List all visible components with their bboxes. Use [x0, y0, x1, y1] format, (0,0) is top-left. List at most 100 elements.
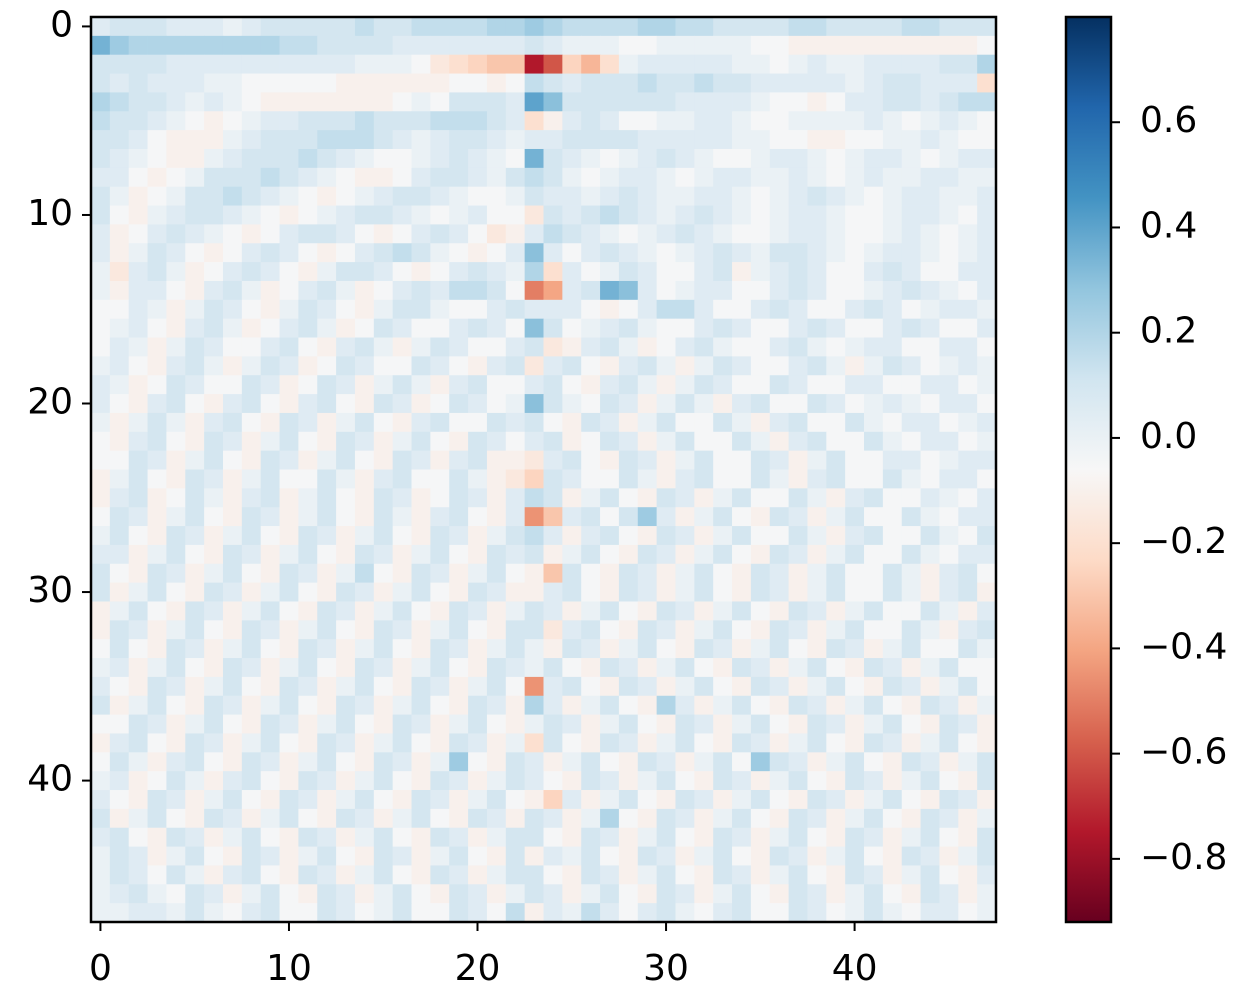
heatmap-cell — [543, 54, 563, 74]
heatmap-cell — [354, 186, 375, 206]
heatmap-cell — [109, 827, 130, 847]
heatmap-cell — [600, 318, 620, 338]
heatmap-cell — [373, 17, 394, 37]
heatmap-cell — [807, 262, 827, 282]
heatmap-cell — [713, 488, 733, 508]
heatmap-cell — [920, 733, 940, 753]
heatmap-cell — [882, 808, 903, 829]
heatmap-cell — [694, 488, 714, 508]
heatmap-cell — [468, 17, 488, 37]
heatmap-cell — [91, 808, 111, 829]
heatmap-cell — [750, 111, 771, 131]
heatmap-cell — [468, 714, 488, 734]
heatmap-cell — [562, 526, 582, 546]
heatmap-cell — [958, 431, 978, 452]
heatmap-cell — [222, 148, 243, 169]
heatmap-cell — [354, 846, 375, 866]
heatmap-cell — [656, 676, 676, 697]
heatmap-cell — [637, 714, 658, 734]
heatmap-cell — [411, 695, 431, 716]
heatmap-cell — [354, 262, 375, 282]
heatmap-cell — [166, 412, 186, 433]
heatmap-cell — [185, 111, 205, 131]
heatmap-cell — [166, 450, 186, 470]
heatmap-cell — [505, 620, 526, 640]
heatmap-cell — [468, 488, 488, 508]
heatmap-cell — [505, 130, 526, 150]
heatmap-cell — [109, 205, 130, 225]
heatmap-cell — [864, 205, 884, 225]
heatmap-cell — [732, 601, 752, 621]
heatmap-cell — [430, 35, 450, 56]
heatmap-cell — [298, 224, 318, 244]
x-tick-label: 30 — [643, 948, 689, 989]
heatmap-cell — [166, 167, 186, 188]
heatmap-cell — [543, 450, 563, 470]
heatmap-cell — [618, 846, 639, 866]
heatmap-cell — [600, 167, 620, 188]
heatmap-cell — [562, 771, 582, 791]
heatmap-cell — [241, 488, 262, 508]
heatmap-cell — [788, 582, 808, 602]
heatmap-cell — [807, 865, 827, 885]
heatmap-cell — [524, 148, 544, 169]
heatmap-cell — [91, 299, 111, 320]
heatmap-cell — [600, 846, 620, 866]
heatmap-cell — [279, 469, 299, 489]
heatmap-cell — [91, 17, 111, 37]
heatmap-cell — [91, 884, 111, 904]
heatmap-cell — [864, 771, 884, 791]
heatmap-cell — [864, 148, 884, 169]
heatmap-cell — [958, 375, 978, 395]
heatmap-cell — [600, 356, 620, 376]
heatmap-cell — [750, 337, 771, 357]
heatmap-cell — [166, 299, 186, 320]
heatmap-cell — [618, 356, 639, 376]
heatmap-cell — [147, 35, 167, 56]
heatmap-cell — [939, 73, 959, 93]
heatmap-cell — [807, 450, 827, 470]
heatmap-cell — [732, 827, 752, 847]
heatmap-cell — [694, 507, 714, 527]
heatmap-cell — [958, 658, 978, 678]
heatmap-cell — [317, 224, 337, 244]
heatmap-cell — [411, 205, 431, 225]
heatmap-cell — [524, 714, 544, 734]
heatmap-cell — [581, 827, 601, 847]
heatmap-cell — [317, 299, 337, 320]
heatmap-cell — [901, 356, 921, 376]
heatmap-cell — [392, 563, 412, 584]
heatmap-cell — [392, 35, 412, 56]
heatmap-cell — [166, 205, 186, 225]
heatmap-cell — [222, 563, 243, 584]
heatmap-cell — [128, 601, 148, 621]
heatmap-cell — [543, 563, 563, 584]
heatmap-cell — [826, 17, 846, 37]
heatmap-cell — [543, 469, 563, 489]
heatmap-cell — [147, 186, 167, 206]
heatmap-cell — [524, 394, 544, 414]
heatmap-cell — [524, 752, 544, 772]
heatmap-cell — [713, 714, 733, 734]
heatmap-cell — [807, 507, 827, 527]
heatmap-cell — [166, 639, 186, 659]
heatmap-cell — [298, 17, 318, 37]
heatmap-cell — [468, 243, 488, 263]
heatmap-cell — [354, 54, 375, 74]
heatmap-cell — [354, 884, 375, 904]
heatmap-cell — [128, 846, 148, 866]
heatmap-cell — [807, 167, 827, 188]
heatmap-cell — [392, 224, 412, 244]
heatmap-cell — [204, 186, 224, 206]
heatmap-cell — [109, 394, 130, 414]
heatmap-cell — [543, 318, 563, 338]
heatmap-cell — [882, 375, 903, 395]
heatmap-cell — [618, 469, 639, 489]
heatmap-cell — [543, 771, 563, 791]
heatmap-cell — [675, 92, 695, 112]
heatmap-cell — [713, 733, 733, 753]
heatmap-cell — [91, 262, 111, 282]
heatmap-cell — [468, 601, 488, 621]
heatmap-cell — [901, 280, 921, 301]
heatmap-cell — [241, 714, 262, 734]
